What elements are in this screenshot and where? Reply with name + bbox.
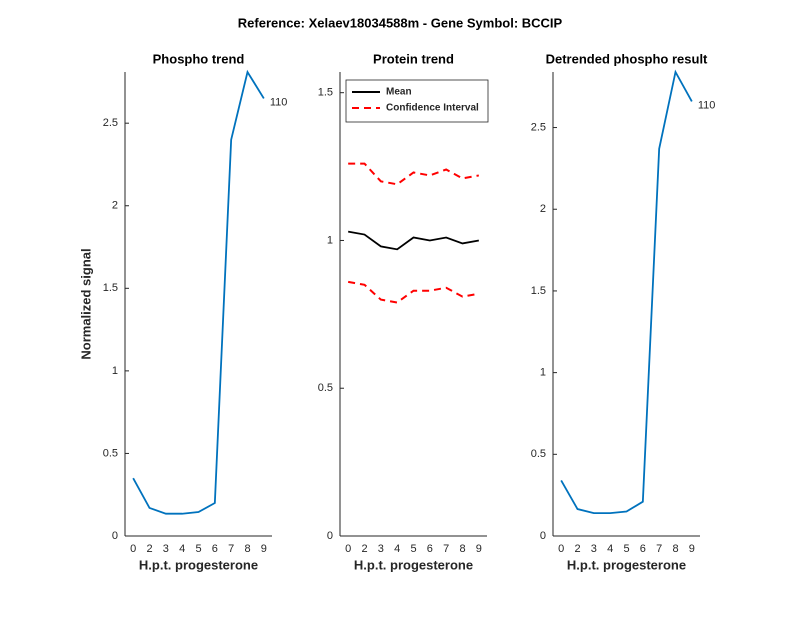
x-tick-label: 0 (345, 543, 351, 555)
x-tick-label: 2 (146, 543, 152, 555)
y-tick-label: 1.5 (103, 282, 118, 294)
y-tick-label: 1 (112, 365, 118, 377)
x-tick-label: 5 (623, 543, 629, 555)
legend-box (345, 79, 489, 123)
x-tick-label: 2 (361, 543, 367, 555)
x-tick-label: 9 (476, 543, 482, 555)
x-tick-label: 4 (179, 543, 185, 555)
x-axis-label: H.p.t. progesterone (139, 557, 258, 572)
x-tick-label: 7 (228, 543, 234, 555)
x-tick-label: 0 (130, 543, 136, 555)
y-tick-label: 0 (327, 530, 333, 542)
y-tick-label: 1.5 (531, 285, 546, 297)
x-tick-label: 5 (195, 543, 201, 555)
axes-title: Protein trend (373, 51, 454, 66)
legend-label: Confidence Interval (386, 103, 479, 114)
series-line (348, 162, 480, 186)
x-tick-label: 9 (261, 543, 267, 555)
y-tick-label: 0.5 (103, 447, 118, 459)
y-tick-label: 1.5 (318, 87, 333, 99)
series-line (132, 69, 265, 515)
x-tick-label: 3 (591, 543, 597, 555)
series-line (348, 230, 479, 251)
series-line (347, 280, 480, 304)
x-tick-label: 9 (689, 543, 695, 555)
x-tick-label: 3 (163, 543, 169, 555)
x-tick-label: 7 (656, 543, 662, 555)
annotation: 110 (698, 99, 716, 111)
x-tick-label: 7 (443, 543, 449, 555)
x-tick-label: 6 (640, 543, 646, 555)
x-tick-label: 0 (558, 543, 564, 555)
y-tick-label: 0 (540, 530, 546, 542)
y-tick-label: 2.5 (103, 117, 118, 129)
y-tick-label: 0 (112, 530, 118, 542)
x-axis-label: H.p.t. progesterone (354, 557, 473, 572)
x-tick-label: 6 (427, 543, 433, 555)
x-tick-label: 5 (410, 543, 416, 555)
y-tick-label: 2 (112, 200, 118, 212)
legend-label: Mean (386, 87, 412, 98)
x-tick-label: 4 (607, 543, 613, 555)
y-tick-label: 1 (327, 234, 333, 246)
y-tick-label: 0.5 (531, 448, 546, 460)
axes-title: Detrended phospho result (546, 51, 708, 66)
x-axis-label: H.p.t. progesterone (567, 557, 686, 572)
x-tick-label: 2 (574, 543, 580, 555)
y-tick-label: 1 (540, 367, 546, 379)
x-tick-label: 6 (212, 543, 218, 555)
x-tick-label: 8 (459, 543, 465, 555)
x-tick-label: 4 (394, 543, 400, 555)
y-axis-label: Normalized signal (78, 248, 93, 359)
y-tick-label: 2 (540, 203, 546, 215)
y-tick-label: 2.5 (531, 121, 546, 133)
axes-title: Phospho trend (153, 51, 245, 66)
y-tick-label: 0.5 (318, 382, 333, 394)
x-tick-label: 3 (378, 543, 384, 555)
series-line (560, 69, 693, 515)
x-tick-label: 8 (244, 543, 250, 555)
figure-title: Reference: Xelaev18034588m - Gene Symbol… (238, 15, 563, 30)
annotation: 110 (270, 96, 288, 108)
x-tick-label: 8 (672, 543, 678, 555)
